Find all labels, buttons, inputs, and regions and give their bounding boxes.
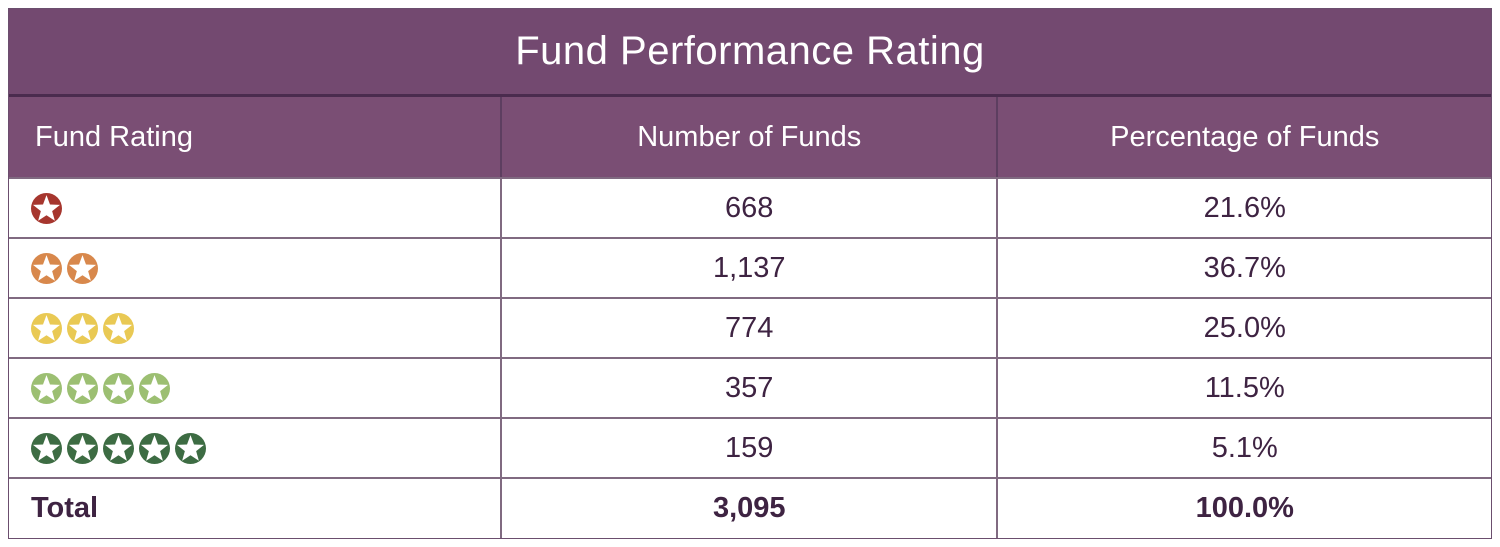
star-rating-5 (31, 433, 206, 465)
number-of-funds-cell: 159 (500, 417, 999, 479)
table-footer: Total 3,095 100.0% (9, 477, 1491, 538)
star-rating-2 (31, 253, 98, 285)
star-rating-1 (31, 193, 62, 225)
total-percentage: 100.0% (996, 477, 1491, 538)
number-of-funds-cell: 774 (500, 297, 999, 359)
star-icon (67, 313, 98, 345)
fund-rating-cell (9, 177, 503, 239)
column-header-percentage-of-funds: Percentage of Funds (996, 97, 1491, 179)
number-of-funds-cell: 1,137 (500, 237, 999, 299)
star-icon (103, 313, 134, 345)
star-icon (103, 433, 134, 465)
table-row: 159 5.1% (9, 417, 1491, 479)
star-icon (31, 433, 62, 465)
star-icon (31, 253, 62, 285)
star-icon (67, 373, 98, 405)
total-label: Total (9, 477, 503, 538)
fund-rating-cell (9, 297, 503, 359)
fund-rating-cell (9, 237, 503, 299)
star-rating-3 (31, 313, 134, 345)
column-header-number-of-funds: Number of Funds (500, 97, 998, 179)
header-row: Fund Rating Number of Funds Percentage o… (9, 97, 1491, 179)
page-title: Fund Performance Rating (515, 29, 985, 73)
column-header-fund-rating: Fund Rating (9, 97, 502, 179)
number-of-funds-cell: 668 (500, 177, 999, 239)
percentage-of-funds-cell: 36.7% (996, 237, 1491, 299)
fund-performance-table-card: Fund Performance Rating Fund Rating Numb… (8, 8, 1492, 539)
table-row: 1,137 36.7% (9, 237, 1491, 299)
star-icon (139, 373, 170, 405)
star-icon (67, 253, 98, 285)
star-rating-4 (31, 373, 170, 405)
fund-rating-cell (9, 417, 503, 479)
table-title-bar: Fund Performance Rating (9, 9, 1491, 97)
number-of-funds-cell: 357 (500, 357, 999, 419)
table-row: 357 11.5% (9, 357, 1491, 419)
star-icon (103, 373, 134, 405)
percentage-of-funds-cell: 21.6% (996, 177, 1491, 239)
star-icon (139, 433, 170, 465)
star-icon (175, 433, 206, 465)
star-icon (67, 433, 98, 465)
percentage-of-funds-cell: 25.0% (996, 297, 1491, 359)
table-row: 774 25.0% (9, 297, 1491, 359)
table-header: Fund Rating Number of Funds Percentage o… (9, 97, 1491, 179)
total-row: Total 3,095 100.0% (9, 477, 1491, 538)
percentage-of-funds-cell: 11.5% (996, 357, 1491, 419)
star-icon (31, 193, 62, 225)
total-count: 3,095 (500, 477, 999, 538)
table-row: 668 21.6% (9, 177, 1491, 239)
star-icon (31, 313, 62, 345)
fund-performance-table: Fund Rating Number of Funds Percentage o… (9, 97, 1491, 538)
percentage-of-funds-cell: 5.1% (996, 417, 1491, 479)
fund-rating-cell (9, 357, 503, 419)
star-icon (31, 373, 62, 405)
table-body: 668 21.6% 1,137 36.7% 774 25.0% 357 11.5% 159 5.1… (9, 177, 1491, 479)
